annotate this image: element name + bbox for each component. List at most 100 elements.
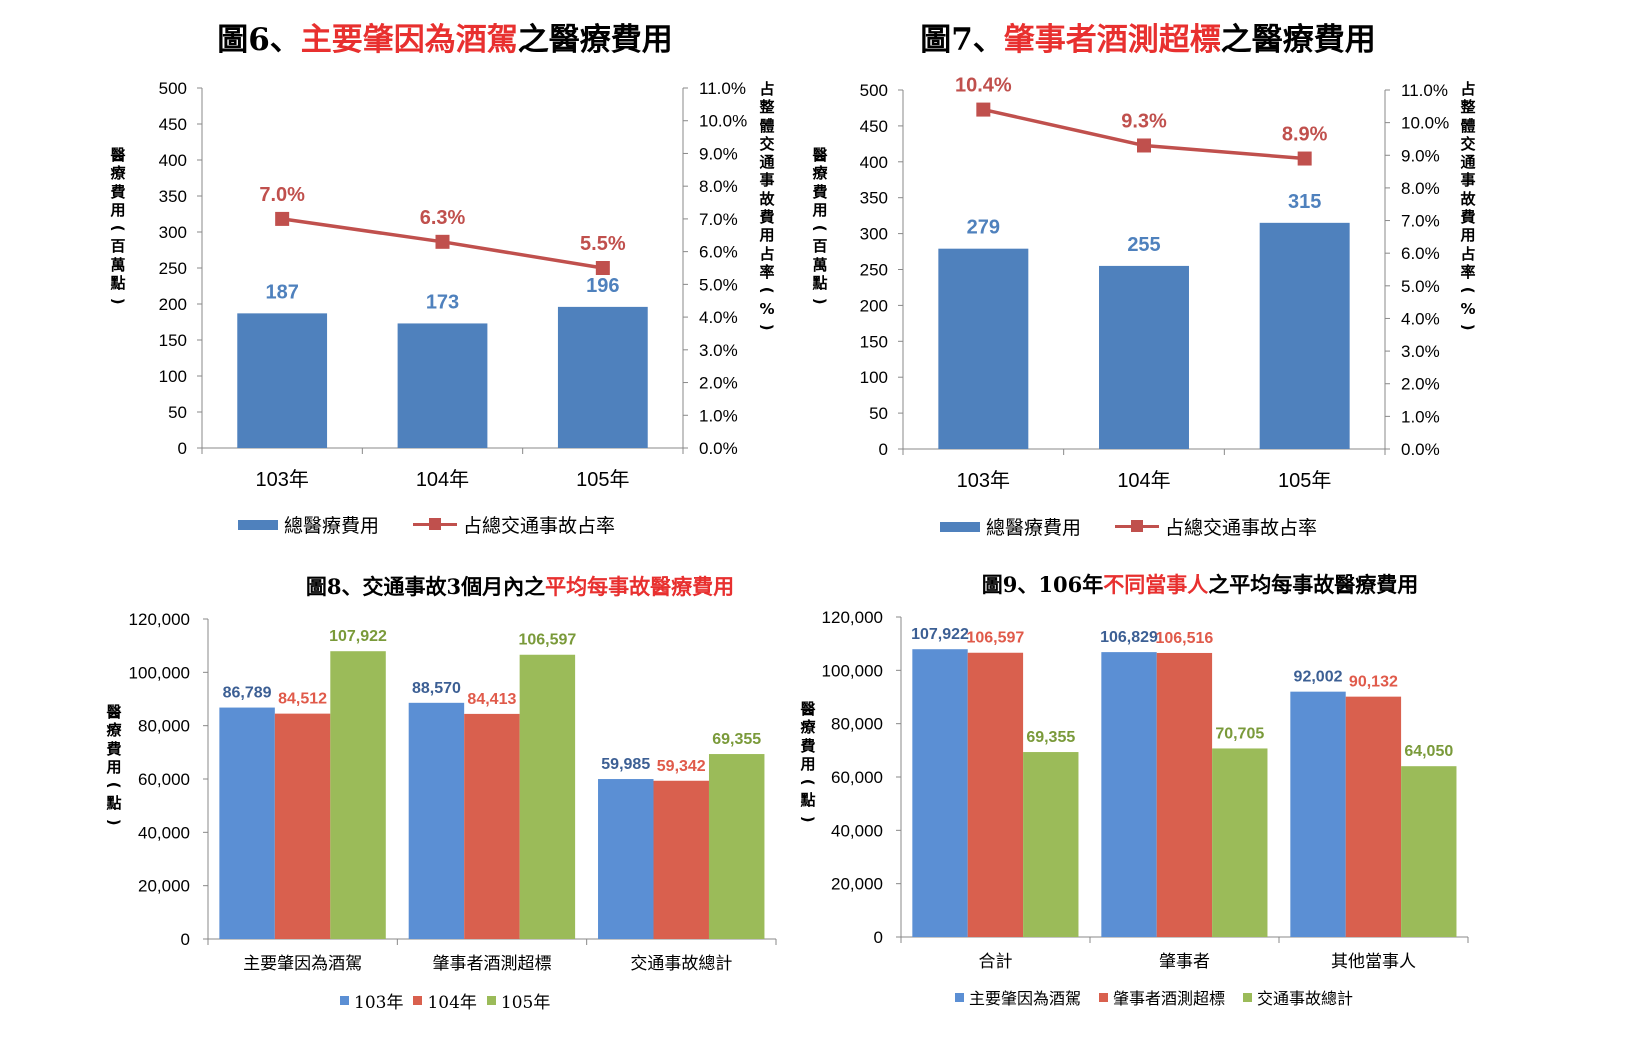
y-tick-label: 500	[860, 81, 888, 100]
y-tick-label: 300	[159, 223, 187, 242]
bar	[708, 754, 765, 939]
legend-item-105: 105年	[486, 988, 551, 1013]
line-value-label: 8.9%	[1282, 124, 1328, 146]
y2-tick-label: 9.0%	[699, 144, 738, 163]
chart-8-legend: 103年 104年 105年	[340, 988, 550, 1013]
y-tick-label: 100	[860, 368, 888, 387]
title-part: 之平均每事故醫療費用	[1208, 572, 1419, 597]
title-part: 圖9、106年	[981, 572, 1104, 597]
y-tick-label: 400	[860, 153, 888, 172]
bar	[557, 306, 648, 448]
bar	[1101, 652, 1157, 937]
legend-item-drunk-cause: 主要肇因為酒駕	[955, 985, 1081, 1009]
bar	[1212, 748, 1268, 937]
legend-label: 104年	[427, 993, 477, 1013]
y2-tick-label: 4.0%	[1401, 309, 1440, 328]
legend-item-alcohol-test: 肇事者酒測超標	[1099, 985, 1225, 1009]
bar-value-label: 106,597	[518, 632, 576, 649]
legend-label: 總醫療費用	[284, 515, 380, 537]
y-tick-label: 350	[159, 187, 187, 206]
y-tick-label: 20,000	[138, 877, 190, 896]
title-part: 圖8、交通事故3個月內之	[305, 574, 546, 599]
y-tick-label: 20,000	[831, 875, 883, 894]
y2-tick-label: 10.0%	[699, 112, 747, 131]
y-tick-label: 0	[178, 439, 187, 458]
legend-swatch	[413, 996, 423, 1005]
bar	[1290, 691, 1346, 937]
bar-value-label: 84,512	[278, 691, 327, 708]
x-tick-label: 肇事者酒測超標	[433, 954, 552, 974]
legend-label: 105年	[500, 993, 551, 1013]
y-tick-label: 450	[860, 117, 888, 136]
y2-tick-label: 11.0%	[699, 79, 746, 98]
legend-item-share: 占總交通事故占率	[1115, 513, 1317, 540]
bar	[397, 323, 488, 448]
x-tick-label: 104年	[1117, 469, 1170, 492]
bar-value-label: 279	[967, 217, 1000, 239]
line-value-label: 9.3%	[1121, 110, 1167, 132]
bar	[237, 313, 328, 448]
y-tick-label: 500	[159, 79, 187, 98]
legend-item-total-cost: 總醫療費用	[940, 513, 1081, 540]
title-part: 平均每事故醫療費用	[545, 574, 735, 599]
bar-value-label: 106,597	[966, 630, 1024, 647]
y-tick-label: 120,000	[822, 608, 883, 627]
y2-tick-label: 9.0%	[1401, 146, 1440, 165]
chart-6-legend: 總醫療費用 占總交通事故占率	[238, 511, 649, 538]
y2-tick-label: 10.0%	[1401, 114, 1449, 133]
y-tick-label: 400	[159, 151, 187, 170]
bar-value-label: 59,985	[601, 756, 650, 773]
legend-item-all-accidents: 交通事故總計	[1243, 985, 1353, 1009]
y2-tick-label: 8.0%	[1401, 179, 1440, 198]
y-tick-label: 100,000	[129, 663, 190, 682]
bar-value-label: 92,002	[1294, 669, 1343, 686]
y2-tick-label: 6.0%	[1401, 244, 1440, 263]
y-tick-label: 300	[860, 225, 888, 244]
line-marker	[1297, 151, 1312, 166]
y2-tick-label: 0.0%	[1401, 440, 1440, 459]
legend-label: 總醫療費用	[986, 517, 1082, 539]
bar-value-label: 69,355	[712, 731, 761, 748]
title-part: 主要肇因為酒駕	[300, 22, 518, 58]
title-part: 圖6、	[217, 22, 301, 58]
bar-value-label: 84,413	[467, 691, 516, 708]
legend-item-104: 104年	[413, 988, 477, 1013]
bar	[967, 652, 1024, 937]
bar	[1401, 766, 1457, 937]
bar	[598, 779, 654, 939]
y-tick-label: 150	[159, 331, 187, 350]
legend-swatch	[340, 996, 349, 1005]
bar-value-label: 70,705	[1215, 725, 1264, 742]
x-tick-label: 交通事故總計	[630, 954, 732, 974]
bar-value-label: 173	[426, 291, 459, 313]
x-tick-label: 主要肇因為酒駕	[243, 954, 362, 974]
legend-swatch-line	[1115, 520, 1160, 532]
chart-9-legend: 主要肇因為酒駕 肇事者酒測超標 交通事故總計	[955, 985, 1353, 1009]
bar	[1259, 222, 1350, 449]
legend-swatch	[486, 996, 496, 1005]
legend-item-total-cost: 總醫療費用	[238, 511, 379, 538]
bar	[464, 713, 520, 939]
chart-7-title: 圖7、肇事者酒測超標之醫療費用	[818, 14, 1478, 59]
bar-value-label: 64,050	[1404, 743, 1453, 760]
y-tick-label: 60,000	[138, 770, 190, 789]
bar-value-label: 187	[265, 281, 298, 303]
y-tick-label: 0	[181, 930, 190, 949]
bar-value-label: 255	[1127, 234, 1160, 256]
legend-label: 占總交通事故占率	[1165, 517, 1318, 539]
bar	[408, 702, 465, 939]
legend-item-103: 103年	[340, 988, 403, 1013]
bar	[653, 780, 709, 939]
y-tick-label: 0	[874, 928, 883, 947]
legend-label: 主要肇因為酒駕	[969, 989, 1082, 1008]
title-part: 不同當事人	[1103, 572, 1209, 597]
x-tick-label: 合計	[979, 952, 1013, 972]
y2-tick-label: 6.0%	[699, 243, 738, 262]
line-marker	[275, 211, 290, 226]
line-marker	[976, 102, 991, 117]
bar-value-label: 86,789	[223, 685, 272, 702]
line-marker	[595, 261, 610, 275]
bar	[1156, 652, 1213, 937]
y-tick-label: 120,000	[129, 610, 190, 629]
